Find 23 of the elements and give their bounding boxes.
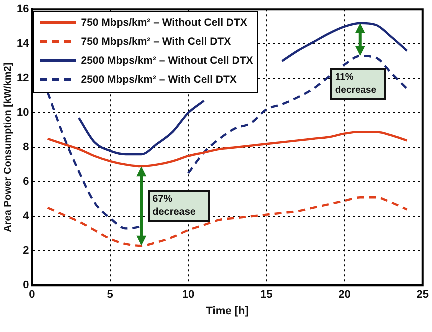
y-tick-label: 6 — [23, 176, 30, 188]
legend-label: 750 Mbps/km² – Without Cell DTX — [81, 17, 248, 30]
line-series — [46, 196, 408, 248]
y-tick-label: 8 — [23, 142, 30, 154]
annotation: 11% decrease — [330, 68, 386, 100]
annotation: 67% decrease — [148, 190, 210, 222]
x-tick-label: 15 — [260, 289, 273, 302]
x-axis-title: Time [h] — [206, 305, 250, 318]
y-tick-label: 2 — [23, 245, 30, 258]
y-axis-title: Area Power Consumption [kW/km2] — [2, 62, 14, 232]
x-tick-label: 10 — [182, 289, 195, 302]
y-tick-label: 10 — [16, 107, 30, 120]
x-tick-label: 25 — [416, 289, 430, 302]
legend-label: 750 Mbps/km² – With Cell DTX — [81, 36, 232, 48]
x-tick-label: 5 — [107, 289, 114, 302]
y-tick-label: 12 — [16, 72, 30, 85]
x-tick-label: 20 — [338, 289, 351, 302]
y-tick-label: 0 — [23, 280, 30, 292]
y-tick-label: 4 — [23, 210, 30, 223]
legend-label: 2500 Mbps/km² – Without Cell DTX — [81, 55, 254, 68]
y-tick-label: 14 — [16, 38, 30, 50]
legend-label: 2500 Mbps/km² – With Cell DTX — [81, 74, 237, 86]
y-tick-label: 16 — [16, 4, 30, 16]
